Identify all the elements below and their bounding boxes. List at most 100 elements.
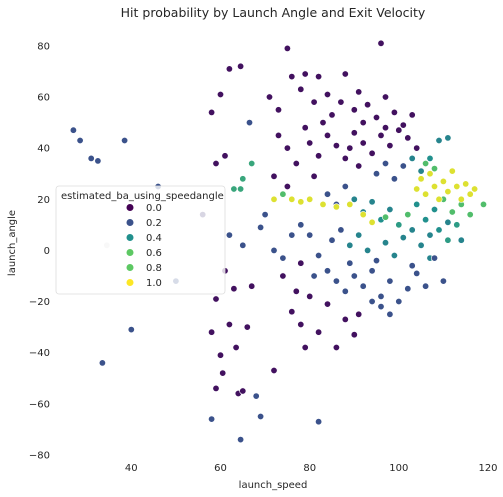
scatter-point <box>359 139 367 147</box>
scatter-point <box>323 131 331 139</box>
legend-marker <box>125 233 135 242</box>
scatter-point <box>297 198 305 206</box>
scatter-point <box>279 254 287 262</box>
scatter-point <box>395 126 403 134</box>
scatter-point <box>230 285 238 293</box>
y-tick-label: 20 <box>37 195 50 206</box>
scatter-point <box>422 160 430 168</box>
scatter-point <box>274 106 282 114</box>
chart-title: Hit probability by Launch Angle and Exit… <box>121 5 426 20</box>
scatter-point <box>390 108 398 116</box>
x-tick-label: 40 <box>125 463 138 474</box>
scatter-point <box>306 195 314 203</box>
scatter-point <box>301 343 309 351</box>
legend-label: 0.8 <box>146 263 162 274</box>
scatter-point <box>270 366 278 374</box>
scatter-point <box>297 259 305 267</box>
scatter-point <box>359 119 367 127</box>
scatter-point <box>315 73 323 81</box>
scatter-point <box>372 170 380 178</box>
scatter-point <box>261 211 269 219</box>
scatter-point <box>350 195 358 203</box>
scatter-point <box>315 152 323 160</box>
scatter-point <box>232 343 240 351</box>
scatter-point <box>422 282 430 290</box>
scatter-point <box>444 188 452 196</box>
scatter-point <box>323 91 331 99</box>
x-tick-label: 120 <box>478 463 497 474</box>
legend-label: 1.0 <box>146 278 162 289</box>
scatter-point <box>341 70 349 78</box>
y-tick-label: 40 <box>37 144 50 155</box>
scatter-point <box>435 226 443 234</box>
scatter-point <box>395 297 403 305</box>
scatter-point <box>306 292 314 300</box>
scatter-point <box>208 415 216 423</box>
y-axis-label: launch_angle <box>7 210 18 276</box>
scatter-point <box>453 183 461 191</box>
scatter-point <box>355 231 363 239</box>
scatter-point <box>230 185 238 193</box>
legend-label: 0.2 <box>146 218 162 229</box>
scatter-point <box>355 162 363 170</box>
scatter-point <box>390 175 398 183</box>
legend-marker <box>125 278 135 287</box>
scatter-point <box>381 213 389 221</box>
scatter-point <box>413 200 421 208</box>
scatter-point <box>283 183 291 191</box>
scatter-point <box>426 154 434 162</box>
points-layer <box>69 39 487 444</box>
scatter-point <box>288 73 296 81</box>
scatter-point <box>323 267 331 275</box>
scatter-point <box>377 39 385 47</box>
scatter-point <box>377 303 385 311</box>
scatter-point <box>350 129 358 137</box>
y-tick-label: −40 <box>29 348 50 359</box>
scatter-point <box>457 195 465 203</box>
scatter-point <box>430 165 438 173</box>
legend-marker <box>125 263 135 272</box>
scatter-point <box>257 412 265 420</box>
scatter-point <box>422 216 430 224</box>
scatter-point <box>417 241 425 249</box>
scatter-point <box>386 142 394 150</box>
scatter-point <box>430 254 438 262</box>
scatter-point <box>444 218 452 226</box>
scatter-point <box>381 124 389 132</box>
scatter-point <box>408 154 416 162</box>
scatter-point <box>237 436 245 444</box>
scatter-point <box>328 236 336 244</box>
scatter-point <box>297 221 305 229</box>
scatter-point <box>121 137 129 145</box>
scatter-point <box>399 121 407 129</box>
scatter-point <box>257 223 265 231</box>
scatter-point <box>466 211 474 219</box>
x-tick-label: 60 <box>214 463 227 474</box>
scatter-point <box>270 195 278 203</box>
scatter-point <box>323 300 331 308</box>
scatter-point <box>430 183 438 191</box>
scatter-point <box>448 167 456 175</box>
scatter-point <box>381 160 389 168</box>
scatter-point <box>219 369 227 377</box>
scatter-point <box>399 234 407 242</box>
scatter-point <box>372 114 380 122</box>
scatter-point <box>359 282 367 290</box>
scatter-point <box>404 211 412 219</box>
scatter-point <box>239 175 247 183</box>
scatter-point <box>208 108 216 116</box>
scatter-point <box>279 190 287 198</box>
scatter-point <box>212 295 220 303</box>
scatter-point <box>69 126 77 134</box>
scatter-point <box>246 119 254 127</box>
scatter-point <box>377 292 385 300</box>
y-tick-label: −60 <box>29 399 50 410</box>
scatter-point <box>372 257 380 265</box>
scatter-point <box>386 206 394 214</box>
scatter-point <box>408 262 416 270</box>
scatter-point <box>404 285 412 293</box>
scatter-point <box>404 134 412 142</box>
scatter-point <box>301 70 309 78</box>
scatter-point <box>310 272 318 280</box>
scatter-point <box>292 287 300 295</box>
